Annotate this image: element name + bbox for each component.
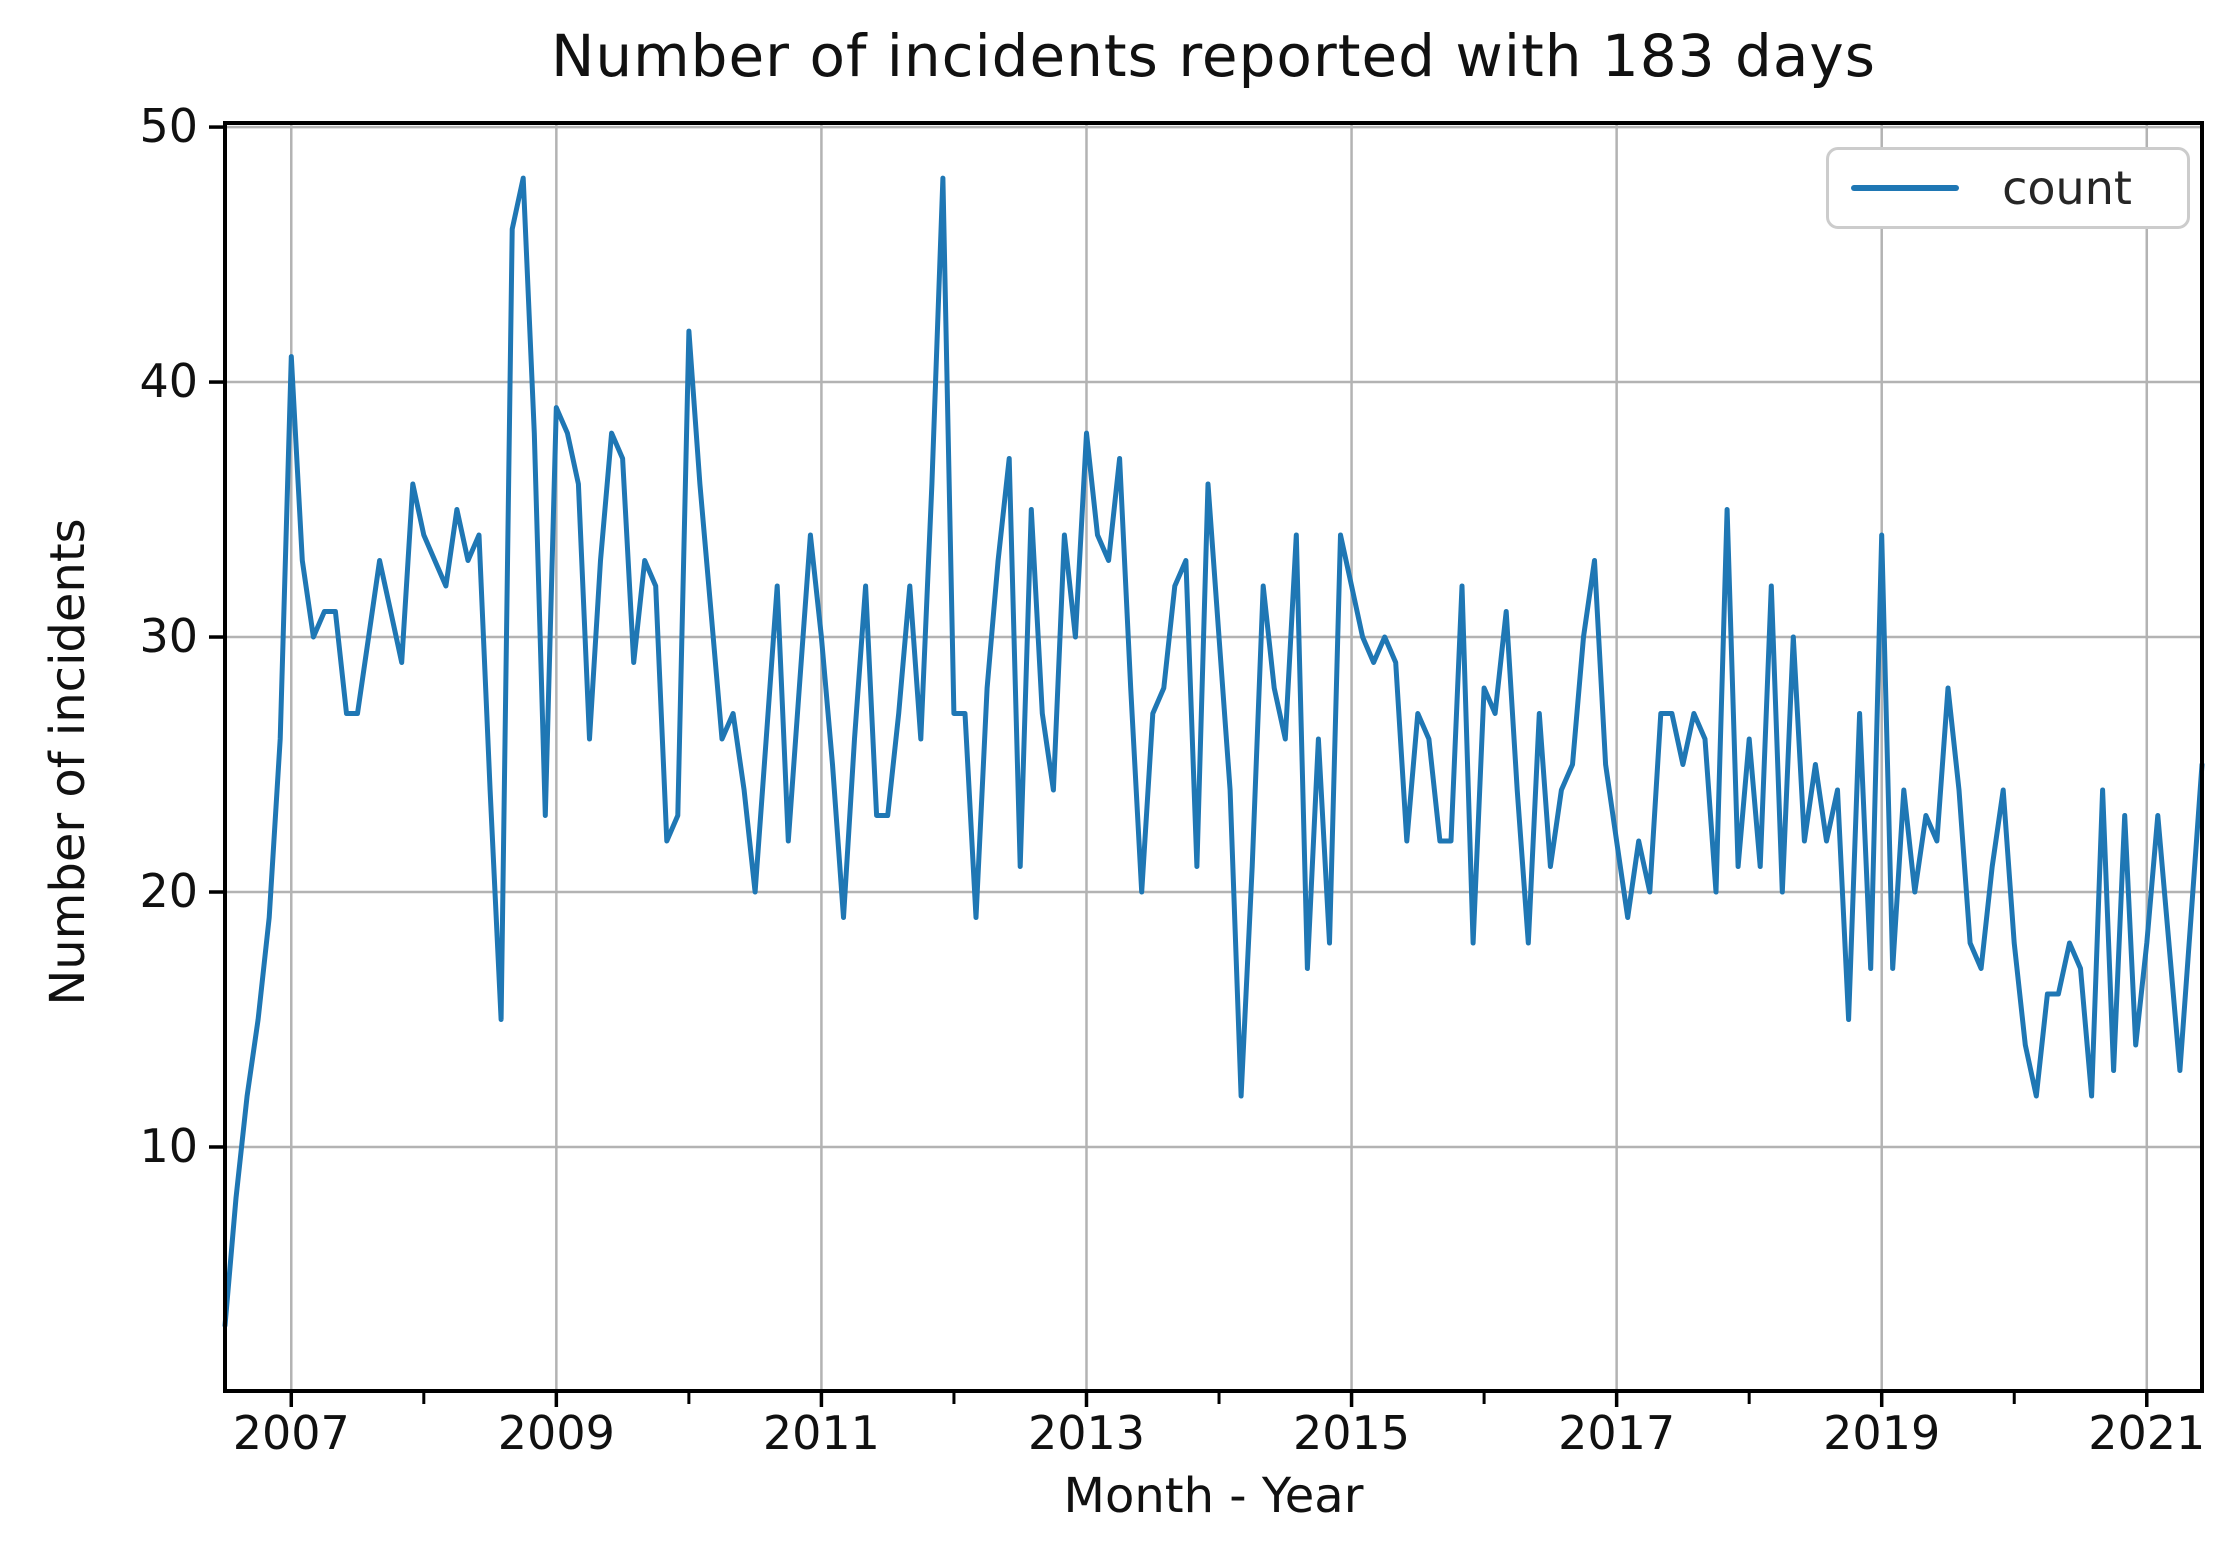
- x-tick-label: 2021: [2088, 1406, 2206, 1460]
- x-tick-label: 2015: [1293, 1406, 1411, 1460]
- x-tick-label: 2017: [1558, 1406, 1676, 1460]
- legend-label: count: [2002, 161, 2132, 215]
- y-tick-label: 40: [139, 354, 198, 409]
- y-axis-label: Number of incidents: [40, 518, 96, 1006]
- count-line: [222, 175, 2205, 1328]
- x-tick-label: 2013: [1027, 1406, 1146, 1460]
- y-tick-label: 20: [139, 864, 198, 918]
- x-tick-label: 2009: [497, 1406, 615, 1460]
- legend: count: [1826, 147, 2190, 229]
- y-tick-label: 50: [139, 99, 198, 154]
- legend-line-sample: [1851, 185, 1959, 191]
- y-tick-label: 10: [139, 1118, 198, 1173]
- x-tick-label: 2007: [232, 1406, 350, 1460]
- axes-spines: [223, 121, 2204, 1393]
- x-tick-label: 2019: [1823, 1406, 1941, 1460]
- chart-title: Number of incidents reported with 183 da…: [551, 22, 1876, 90]
- x-tick-label: 2011: [762, 1406, 880, 1460]
- y-tick-label: 30: [139, 609, 198, 664]
- x-axis-label: Month - Year: [1063, 1468, 1364, 1524]
